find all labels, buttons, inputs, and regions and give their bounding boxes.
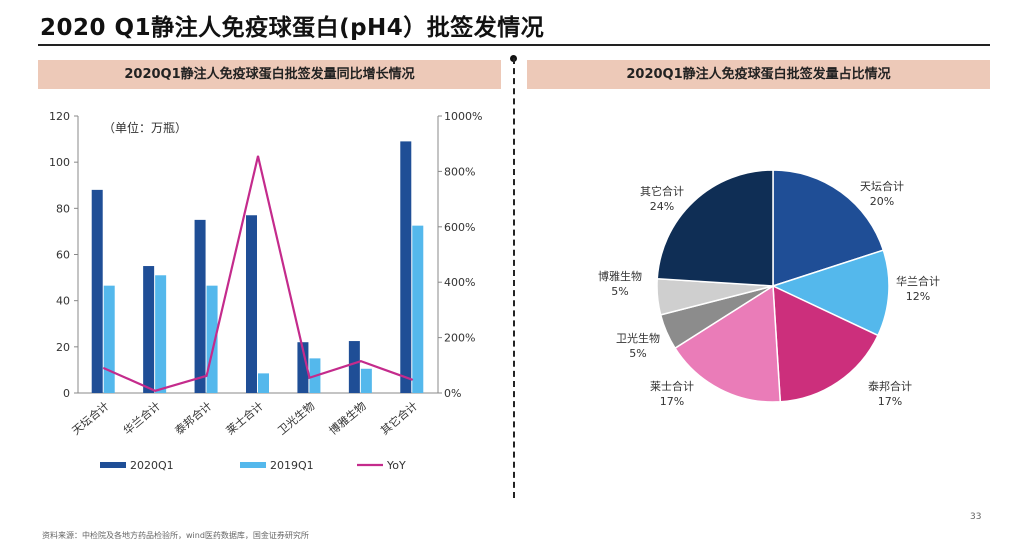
bar-2020Q1-其它合计 <box>400 141 412 393</box>
legend-label-YoY: YoY <box>386 459 406 472</box>
pie-pct-天坛合计: 20% <box>870 195 894 208</box>
pie-slice-莱士合计 <box>674 284 782 403</box>
bar-2019Q1-泰邦合计 <box>206 285 218 393</box>
bar-2020Q1-泰邦合计 <box>194 219 206 393</box>
right-tick-label: 200% <box>444 332 475 345</box>
legend-label-2019Q1: 2019Q1 <box>270 459 314 472</box>
bar-2019Q1-莱士合计 <box>258 373 269 393</box>
pie-slice-华兰合计 <box>770 249 890 337</box>
right-tick-label: 400% <box>444 276 475 289</box>
pie-pct-华兰合计: 12% <box>906 290 930 303</box>
legend-swatch-2020Q1 <box>100 462 126 468</box>
pie-pct-其它合计: 24% <box>650 200 674 213</box>
pie-label-莱士合计: 莱士合计 <box>650 379 694 393</box>
legend-swatch-2019Q1 <box>240 462 266 468</box>
bar-2019Q1-华兰合计 <box>155 275 167 393</box>
bar-2019Q1-博雅生物 <box>360 368 372 393</box>
pie-label-博雅生物: 博雅生物 <box>598 269 642 283</box>
bar-chart: 0 20 40 60 80 100 120 0% 200% 400% 600% 800% 1000% （单… <box>49 110 482 472</box>
yoy-point <box>257 155 259 157</box>
pie-pct-泰邦合计: 17% <box>878 395 902 408</box>
yoy-point <box>308 376 311 379</box>
right-tick-label: 0% <box>444 387 461 400</box>
page-number: 33 <box>970 512 982 522</box>
left-tick-label: 100 <box>49 156 70 169</box>
bar-2020Q1-华兰合计 <box>143 266 155 393</box>
yoy-point <box>154 389 156 392</box>
panel-divider <box>513 58 515 498</box>
left-tick-label: 0 <box>63 387 70 400</box>
bar-2020Q1-卫光生物 <box>297 342 309 393</box>
right-tick-label: 1000% <box>444 110 482 123</box>
legend-label-2020Q1: 2020Q1 <box>130 459 174 472</box>
bar-2019Q1-其它合计 <box>412 225 424 393</box>
pie-label-泰邦合计: 泰邦合计 <box>868 379 912 393</box>
pie-label-卫光生物: 卫光生物 <box>616 331 660 345</box>
pie-slice-泰邦合计 <box>772 284 879 403</box>
page-title: 2020 Q1静注人免疫球蛋白(pH4）批签发情况 <box>40 15 545 41</box>
title-rule <box>38 44 990 46</box>
right-tick-label: 600% <box>444 221 475 234</box>
pie-label-华兰合计: 华兰合计 <box>896 274 940 288</box>
bar-2019Q1-天坛合计 <box>103 285 115 393</box>
right-tick-label: 800% <box>444 165 475 178</box>
pie-chart-title: 2020Q1静注人免疫球蛋白批签发量占比情况 <box>527 60 990 89</box>
pie-pct-博雅生物: 5% <box>611 285 628 298</box>
yoy-point <box>411 378 414 381</box>
unit-note: （单位：万瓶） <box>103 120 187 135</box>
yoy-point <box>360 360 362 362</box>
source-note: 资料来源：中检院及各地方药品检验所，wind医药数据库，国金证券研究所 <box>42 531 309 540</box>
bar-2020Q1-博雅生物 <box>348 341 360 393</box>
left-tick-label: 120 <box>49 110 70 123</box>
pie-chart: 天坛合计 20% 华兰合计 12% 泰邦合计 17% 莱士合计 17% 卫光生物 5% 博雅生物 5%… <box>598 169 940 408</box>
yoy-point <box>102 367 105 369</box>
pie-label-其它合计: 其它合计 <box>640 184 684 198</box>
left-tick-label: 20 <box>56 341 70 354</box>
pie-pct-莱士合计: 17% <box>660 395 684 408</box>
pie-label-天坛合计: 天坛合计 <box>860 179 904 193</box>
bar-2020Q1-天坛合计 <box>91 189 103 393</box>
bar-chart-title: 2020Q1静注人免疫球蛋白批签发量同比增长情况 <box>38 60 501 89</box>
pie-slice-其它合计 <box>656 169 774 287</box>
pie-pct-卫光生物: 5% <box>629 347 646 360</box>
left-tick-label: 40 <box>56 295 70 308</box>
left-tick-label: 80 <box>56 202 70 215</box>
pie-slice-天坛合计 <box>772 169 885 288</box>
bar-2020Q1-莱士合计 <box>246 215 257 393</box>
yoy-point <box>205 375 208 377</box>
left-tick-label: 60 <box>56 249 70 262</box>
